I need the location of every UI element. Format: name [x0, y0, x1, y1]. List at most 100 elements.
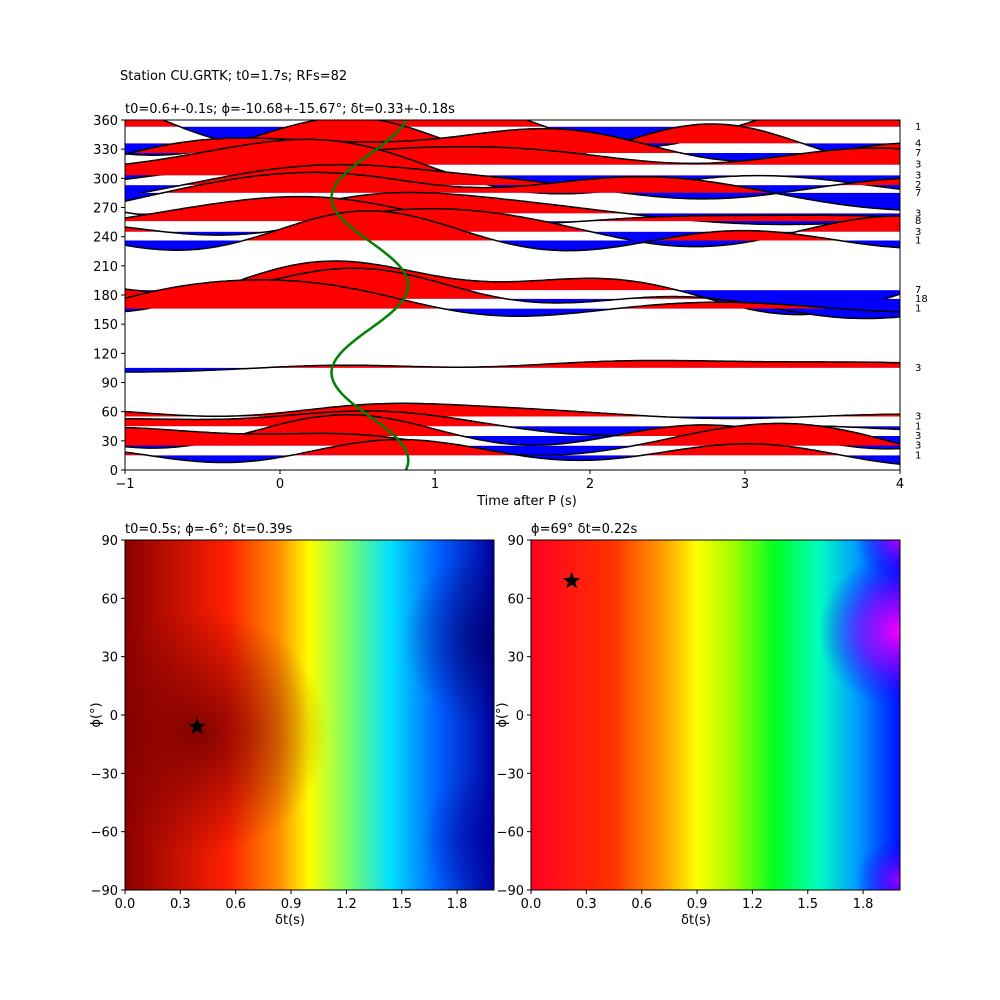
- y-tick-label: 30: [101, 435, 118, 450]
- y-tick-label: −30: [91, 767, 118, 782]
- trace-positive-fill: [243, 210, 840, 241]
- trace-line: [125, 279, 900, 317]
- trace-negative-fill: [125, 367, 900, 372]
- trace-line: [125, 163, 900, 200]
- trace-count-label: 18: [915, 294, 928, 305]
- trace-positive-fill: [125, 120, 900, 144]
- left-heatmap-title: t0=0.5s; ϕ=-6°; δt=0.39s: [125, 522, 293, 537]
- left-heatmap-x-label: δt(s): [275, 913, 305, 928]
- trace-negative-fill: [444, 445, 634, 456]
- trace-negative-fill: [125, 153, 900, 162]
- y-tick-label: 150: [93, 318, 118, 333]
- figure-suptitle: Station CU.GRTK; t0=1.7s; RFs=82: [120, 69, 347, 84]
- trace-count-label: 4: [915, 138, 921, 149]
- y-tick-label: 0: [110, 709, 118, 724]
- y-tick-label: 90: [101, 377, 118, 392]
- traces-data: [125, 120, 900, 470]
- traces-title: t0=0.6+-0.1s; ϕ=-10.68+-15.67°; δt=0.33+…: [125, 102, 455, 117]
- trace-count-label: 7: [915, 188, 921, 199]
- y-tick-label: 0: [110, 464, 118, 479]
- x-tick-label: 0.9: [281, 897, 302, 912]
- trace-negative-fill: [125, 455, 900, 465]
- x-tick-label: 1.5: [797, 897, 818, 912]
- x-tick-label: 1.8: [853, 897, 874, 912]
- grid-search-right-panel: ϕ=69° δt=0.22s 0.0 0.3 0.6 0.9 1.2 1.5 1.8 −90 −…: [495, 522, 901, 928]
- trace-count-label: 8: [915, 216, 921, 227]
- y-tick-label: −60: [91, 826, 118, 841]
- trace-count-label: 3: [915, 160, 921, 171]
- x-tick-label: 3: [741, 477, 749, 492]
- right-heatmap-title: ϕ=69° δt=0.22s: [531, 522, 638, 537]
- y-tick-label: −60: [497, 826, 524, 841]
- y-tick-label: 0: [516, 709, 524, 724]
- trace-count-label: 3: [915, 208, 921, 219]
- x-tick-label: 0.9: [687, 897, 708, 912]
- x-tick-label: 1.2: [742, 897, 763, 912]
- trace-positive-fill: [125, 423, 900, 446]
- y-tick-label: 120: [93, 347, 118, 362]
- y-tick-label: 90: [101, 534, 118, 549]
- trace-count-label: 3: [915, 431, 921, 442]
- right-best-fit-star: [563, 571, 581, 589]
- trace-negative-fill: [125, 298, 900, 319]
- best-fit-star-marker: [188, 717, 206, 734]
- trace-line: [125, 438, 900, 465]
- x-tick-label: 0.3: [576, 897, 597, 912]
- x-tick-label: 0.3: [170, 897, 191, 912]
- y-tick-label: −30: [497, 767, 524, 782]
- trace-count-label: 1: [915, 450, 921, 461]
- traces-x-ticks: −1 0 1 2 3 4: [115, 470, 904, 492]
- trace-line: [125, 359, 900, 373]
- x-tick-label: 0: [276, 477, 284, 492]
- trace-positive-fill: [125, 120, 900, 127]
- trace-count-label: 1: [915, 421, 921, 432]
- left-heatmap-ticks: 0.0 0.3 0.6 0.9 1.2 1.5 1.8 −90 −60 −30 0 30 60 90: [91, 534, 468, 912]
- trace-line: [125, 402, 900, 420]
- y-tick-label: 210: [93, 260, 118, 275]
- x-tick-label: 0.0: [115, 897, 136, 912]
- trace-line: [125, 260, 900, 316]
- trace-positive-fill: [260, 360, 900, 368]
- y-tick-label: −90: [91, 884, 118, 899]
- y-tick-label: 30: [101, 651, 118, 666]
- x-tick-label: 1.5: [391, 897, 412, 912]
- trace-negative-fill: [125, 192, 900, 210]
- traces-y-ticks: 0 30 60 90 120 150 180 210 240 270 300 330 360: [93, 114, 125, 479]
- left-best-fit-star: [188, 717, 206, 734]
- trace-line: [125, 171, 900, 211]
- x-tick-label: 2: [586, 477, 594, 492]
- right-heatmap-x-label: δt(s): [681, 913, 711, 928]
- y-tick-label: 180: [93, 289, 118, 304]
- trace-negative-fill: [125, 240, 900, 251]
- trace-count-label: 7: [915, 285, 921, 296]
- y-tick-label: 90: [507, 534, 524, 549]
- y-tick-label: −90: [497, 884, 524, 899]
- trace-count-label: 7: [915, 148, 921, 159]
- trace-count-label: 3: [915, 170, 921, 181]
- x-tick-label: −1: [115, 477, 134, 492]
- x-tick-label: 1.2: [336, 897, 357, 912]
- x-tick-label: 1: [431, 477, 439, 492]
- trace-count-label: 3: [915, 412, 921, 423]
- trace-positive-fill: [125, 196, 900, 222]
- x-tick-label: 0.6: [225, 897, 246, 912]
- best-fit-star-marker: [563, 571, 581, 589]
- y-tick-label: 60: [507, 592, 524, 607]
- traces-panel: t0=0.6+-0.1s; ϕ=-10.68+-15.67°; δt=0.33+…: [93, 102, 928, 509]
- y-tick-label: 300: [93, 172, 118, 187]
- traces-x-label: Time after P (s): [476, 494, 577, 509]
- trace-line: [125, 210, 900, 252]
- y-tick-label: 30: [507, 651, 524, 666]
- trace-negative-fill: [125, 290, 900, 315]
- grid-search-left-panel: t0=0.5s; ϕ=-6°; δt=0.39s 0.0 0.3 0.6 0.9 1.2…: [89, 522, 495, 928]
- y-tick-label: 330: [93, 143, 118, 158]
- model-delay-curve: [330, 120, 410, 470]
- x-tick-label: 0.6: [631, 897, 652, 912]
- x-tick-label: 1.8: [447, 897, 468, 912]
- left-heatmap-image: [125, 540, 494, 890]
- y-tick-label: 240: [93, 231, 118, 246]
- trace-count-label: 3: [915, 227, 921, 238]
- trace-negative-fill: [125, 435, 900, 449]
